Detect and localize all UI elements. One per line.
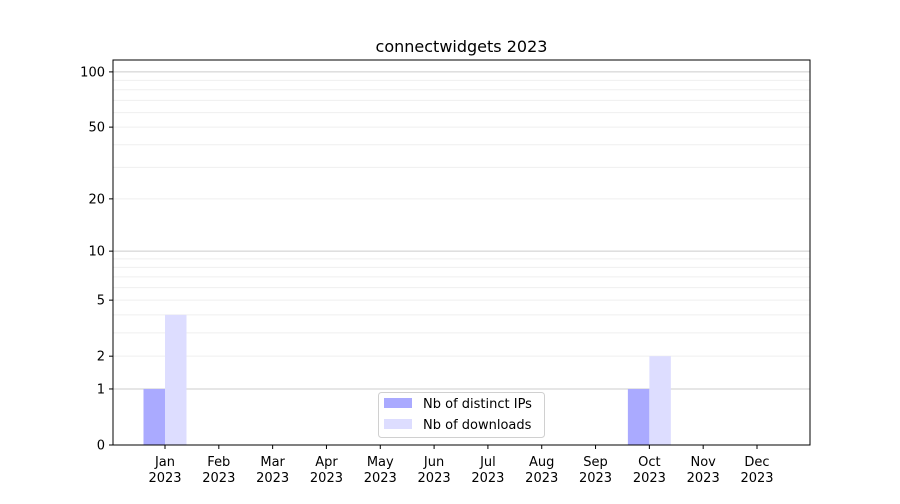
x-tick-label-month: Apr [315,455,338,470]
x-tick-label-year: 2023 [310,471,343,486]
bar-downloads [649,356,671,445]
legend-label: Nb of downloads [423,418,532,433]
x-tick-label-month: Sep [583,455,608,470]
x-tick-label-year: 2023 [579,471,612,486]
x-tick-label-month: Jun [423,455,444,470]
x-tick-label-year: 2023 [202,471,235,486]
legend-label: Nb of distinct IPs [423,397,532,412]
x-tick-label-year: 2023 [418,471,451,486]
y-tick-label: 2 [97,350,105,365]
x-tick-label-month: Feb [207,455,230,470]
legend-swatch [384,398,412,408]
y-tick-label: 5 [97,294,105,309]
x-tick-label-month: Dec [744,455,769,470]
x-tick-label-year: 2023 [256,471,289,486]
x-tick-label-month: May [367,455,394,470]
x-tick-label-year: 2023 [687,471,720,486]
x-tick-label-month: Aug [529,455,554,470]
y-tick-label: 50 [88,121,105,136]
y-tick-label: 10 [88,245,105,260]
x-tick-label-month: Oct [638,455,660,470]
x-tick-label-month: Jul [479,455,496,470]
x-tick-label-month: Nov [690,455,716,470]
y-tick-label: 100 [80,65,105,80]
bar-distinct-ips [627,388,650,445]
x-tick-label-year: 2023 [525,471,558,486]
x-tick-label-year: 2023 [633,471,666,486]
y-tick-label: 20 [88,192,105,207]
y-tick-label: 1 [97,382,105,397]
legend-swatch [384,419,412,429]
x-tick-label-month: Mar [260,455,285,470]
x-tick-label-year: 2023 [471,471,504,486]
bar-downloads [165,314,187,445]
y-tick-label: 0 [97,439,105,454]
legend-box [378,392,545,438]
plot-frame [112,59,811,446]
bar-distinct-ips [143,388,165,445]
x-tick-label-year: 2023 [740,471,773,486]
x-tick-label-month: Jan [154,455,175,470]
x-tick-label-year: 2023 [364,471,397,486]
x-tick-label-year: 2023 [148,471,181,486]
chart-title: connectwidgets 2023 [376,37,548,56]
